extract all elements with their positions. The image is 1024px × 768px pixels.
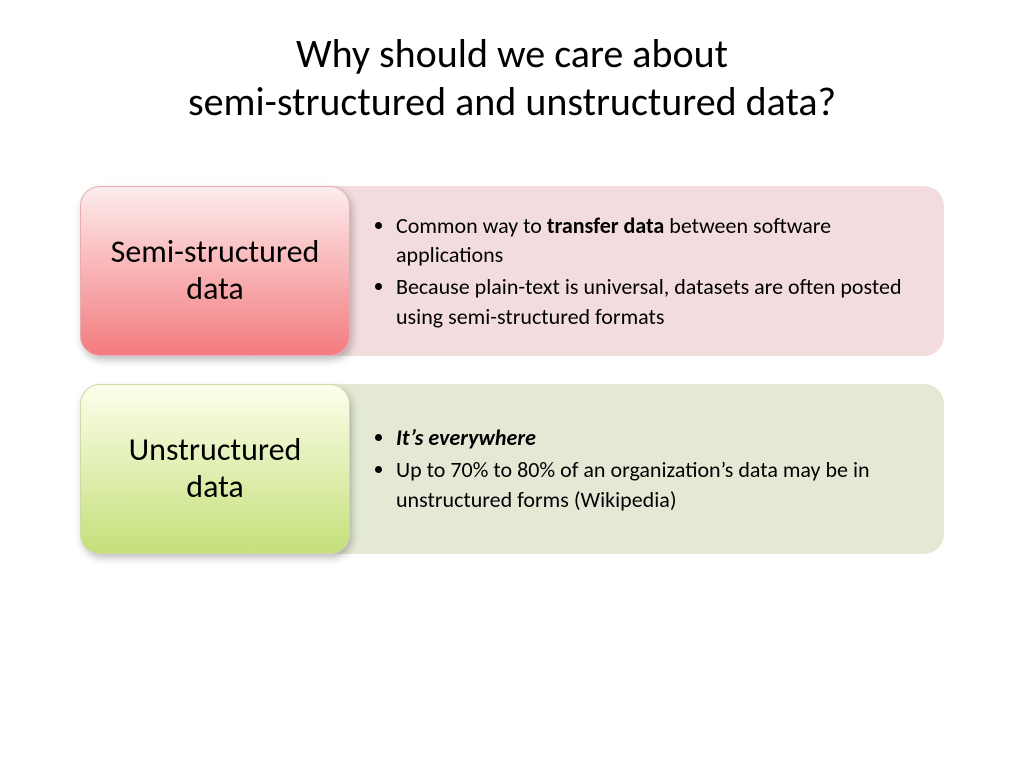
bullet-item: Common way to transfer data between soft… xyxy=(396,211,916,270)
label-box-unstructured: Unstructured data xyxy=(80,384,350,554)
row-semi-structured: Semi-structured data Common way to trans… xyxy=(80,186,944,356)
row-unstructured: Unstructured data It’s everywhere Up to 7… xyxy=(80,384,944,554)
slide-title: Why should we care aboutsemi-structured … xyxy=(40,30,984,126)
content-rows: Semi-structured data Common way to trans… xyxy=(40,186,984,554)
body-box-unstructured: It’s everywhere Up to 70% to 80% of an or… xyxy=(330,384,944,554)
bullet-list: It’s everywhere Up to 70% to 80% of an or… xyxy=(376,421,916,516)
bullet-item: Because plain-text is universal, dataset… xyxy=(396,272,916,331)
bullet-item: It’s everywhere xyxy=(396,423,916,453)
bold-text: transfer data xyxy=(547,212,664,239)
bullet-list: Common way to transfer data between soft… xyxy=(376,209,916,334)
body-box-semi-structured: Common way to transfer data between soft… xyxy=(330,186,944,356)
label-text: Semi-structured data xyxy=(97,234,333,308)
italic-bold-text: It’s everywhere xyxy=(396,424,536,451)
label-text: Unstructured data xyxy=(97,432,333,506)
text-run: Up to 70% to 80% of an organization’s da… xyxy=(396,456,870,513)
text-run: Because plain-text is universal, dataset… xyxy=(396,273,902,330)
text-run: Common way to xyxy=(396,212,547,239)
label-box-semi-structured: Semi-structured data xyxy=(80,186,350,356)
bullet-item: Up to 70% to 80% of an organization’s da… xyxy=(396,455,916,514)
